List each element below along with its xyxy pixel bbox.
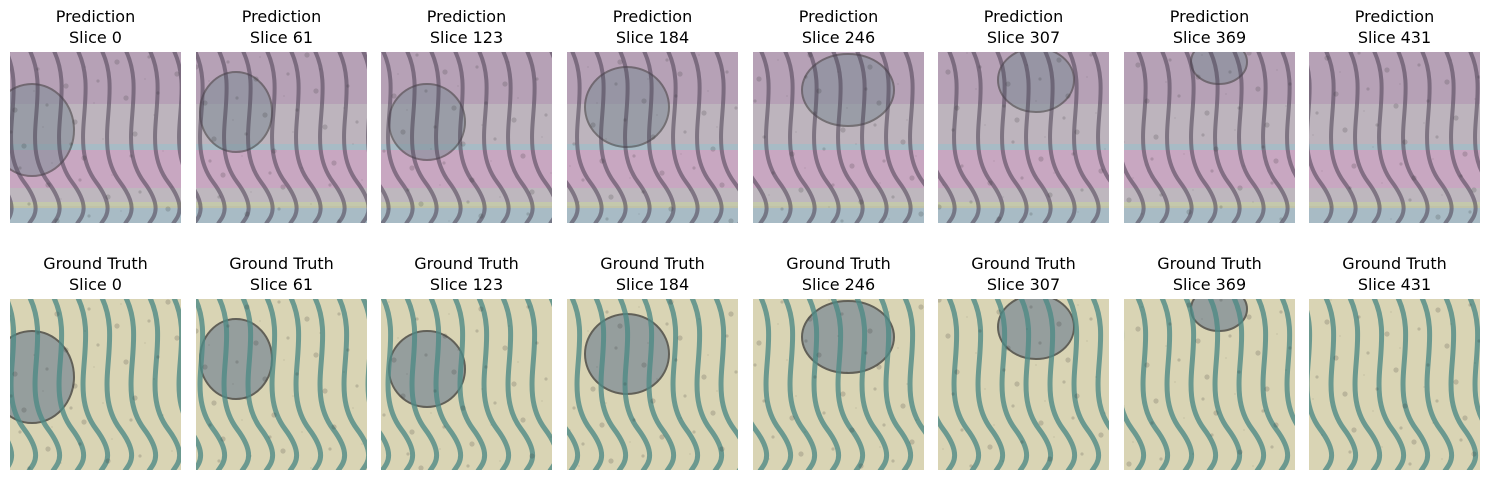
panel-title-line2: Slice 0 <box>69 28 122 47</box>
panel-title: Prediction Slice 369 <box>1104 6 1315 48</box>
panel-title: Prediction Slice 246 <box>733 6 944 48</box>
em-image-prediction <box>938 52 1109 223</box>
panel-title-line1: Ground Truth <box>414 254 519 273</box>
em-texture-graphic <box>938 299 1109 470</box>
panel-title-line2: Slice 431 <box>1357 28 1432 47</box>
em-image-ground-truth <box>381 299 552 470</box>
panel-title-line1: Prediction <box>983 7 1064 26</box>
em-image-ground-truth <box>753 299 924 470</box>
panel-title-line2: Slice 184 <box>615 28 690 47</box>
panel-title-line1: Ground Truth <box>1342 254 1447 273</box>
em-texture-graphic <box>10 299 181 470</box>
panel-title: Prediction Slice 61 <box>176 6 387 48</box>
em-image-ground-truth <box>938 299 1109 470</box>
em-image-prediction <box>10 52 181 223</box>
panel-title-line1: Ground Truth <box>600 254 705 273</box>
panel-title-line1: Prediction <box>55 7 136 26</box>
em-texture-graphic <box>567 299 738 470</box>
panel-title-line2: Slice 184 <box>615 275 690 294</box>
panel-title: Prediction Slice 307 <box>918 6 1129 48</box>
panel-title-line1: Ground Truth <box>1157 254 1262 273</box>
em-texture-graphic <box>1124 299 1295 470</box>
panel-title-line1: Prediction <box>426 7 507 26</box>
em-texture-graphic <box>753 52 924 223</box>
panel-title: Ground Truth Slice 61 <box>176 253 387 295</box>
em-image-prediction <box>1309 52 1480 223</box>
em-texture-graphic <box>10 52 181 223</box>
panel-title: Ground Truth Slice 369 <box>1104 253 1315 295</box>
panel-title: Prediction Slice 431 <box>1289 6 1490 48</box>
panel-title: Ground Truth Slice 307 <box>918 253 1129 295</box>
em-image-ground-truth <box>10 299 181 470</box>
panel-title-line1: Ground Truth <box>229 254 334 273</box>
panel-title: Ground Truth Slice 246 <box>733 253 944 295</box>
panel-title-line1: Ground Truth <box>43 254 148 273</box>
panel-title-line1: Ground Truth <box>786 254 891 273</box>
panel-title-line2: Slice 369 <box>1172 275 1247 294</box>
em-texture-graphic <box>567 52 738 223</box>
panel-title: Prediction Slice 184 <box>547 6 758 48</box>
em-image-prediction <box>567 52 738 223</box>
panel-title-line1: Prediction <box>241 7 322 26</box>
em-texture-graphic <box>753 299 924 470</box>
em-image-prediction <box>381 52 552 223</box>
panel-title-line2: Slice 431 <box>1357 275 1432 294</box>
em-texture-graphic <box>1124 52 1295 223</box>
panel-title-line1: Prediction <box>798 7 879 26</box>
panel-title: Ground Truth Slice 123 <box>361 253 572 295</box>
em-image-ground-truth <box>1124 299 1295 470</box>
panel-title-line1: Prediction <box>612 7 693 26</box>
panel-title: Ground Truth Slice 431 <box>1289 253 1490 295</box>
panel-title-line2: Slice 0 <box>69 275 122 294</box>
em-image-ground-truth <box>567 299 738 470</box>
panel-title: Prediction Slice 0 <box>0 6 201 48</box>
em-texture-graphic <box>381 299 552 470</box>
panel-title-line2: Slice 123 <box>429 275 504 294</box>
em-image-prediction <box>753 52 924 223</box>
em-texture-graphic <box>196 299 367 470</box>
panel-title: Ground Truth Slice 184 <box>547 253 758 295</box>
panel-title-line2: Slice 307 <box>986 28 1061 47</box>
em-image-ground-truth <box>1309 299 1480 470</box>
panel-title-line2: Slice 307 <box>986 275 1061 294</box>
em-texture-graphic <box>1309 52 1480 223</box>
em-texture-graphic <box>938 52 1109 223</box>
panel-title: Prediction Slice 123 <box>361 6 572 48</box>
panel-title: Ground Truth Slice 0 <box>0 253 201 295</box>
em-image-ground-truth <box>196 299 367 470</box>
panel-title-line2: Slice 246 <box>801 28 876 47</box>
panel-title-line1: Prediction <box>1354 7 1435 26</box>
panel-title-line2: Slice 246 <box>801 275 876 294</box>
panel-title-line1: Ground Truth <box>971 254 1076 273</box>
em-texture-graphic <box>1309 299 1480 470</box>
panel-title-line2: Slice 369 <box>1172 28 1247 47</box>
panel-title-line2: Slice 61 <box>249 275 314 294</box>
em-texture-graphic <box>381 52 552 223</box>
em-texture-graphic <box>196 52 367 223</box>
panel-title-line2: Slice 61 <box>249 28 314 47</box>
em-image-prediction <box>196 52 367 223</box>
em-image-prediction <box>1124 52 1295 223</box>
panel-title-line1: Prediction <box>1169 7 1250 26</box>
panel-title-line2: Slice 123 <box>429 28 504 47</box>
